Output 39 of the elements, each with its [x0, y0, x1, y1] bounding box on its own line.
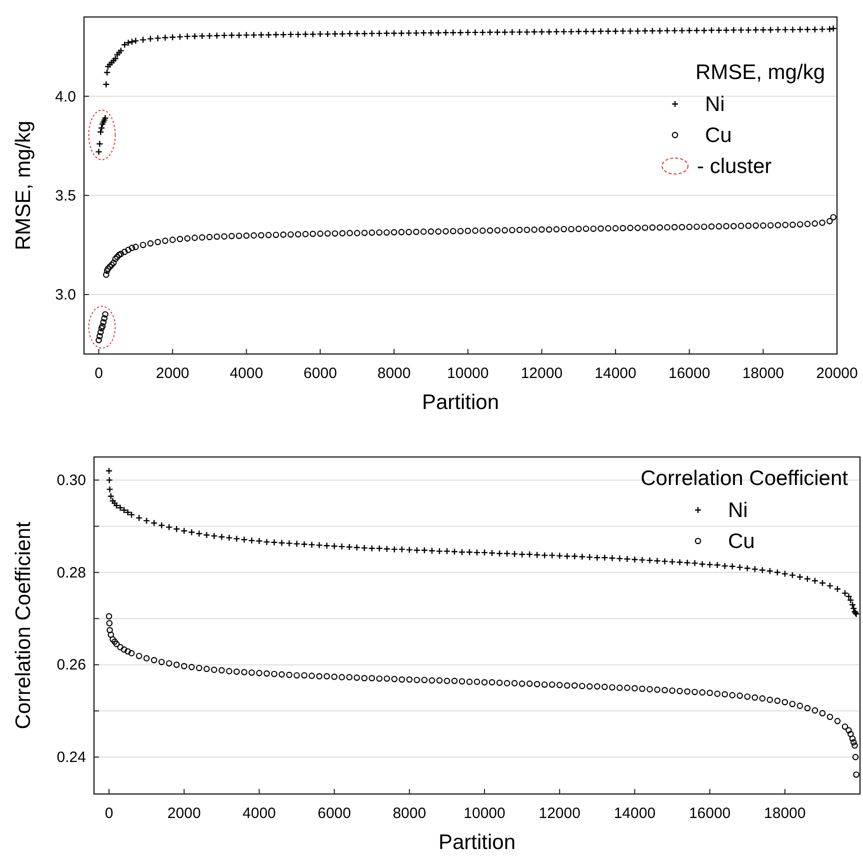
x-tick-label: 18000 — [764, 805, 806, 822]
legend-label: Ni — [705, 93, 725, 116]
x-tick-label: 10000 — [464, 805, 506, 822]
y-tick-label: 0.28 — [56, 564, 86, 582]
x-tick-label: 18000 — [742, 365, 784, 382]
y-axis-title: Correlation Coefficient — [12, 522, 35, 730]
legend-label: Cu — [705, 124, 732, 147]
x-axis-title: Partition — [422, 391, 500, 414]
x-tick-label: 20000 — [816, 365, 858, 382]
y-tick-label: 0.30 — [56, 472, 86, 490]
x-tick-label: 8000 — [392, 805, 426, 822]
x-tick-label: 12000 — [520, 365, 563, 382]
x-tick-label: 14000 — [614, 805, 656, 822]
annotation: - cluster — [697, 155, 772, 178]
x-tick-label: 10000 — [447, 365, 489, 382]
y-tick-label: 3.0 — [55, 286, 76, 304]
x-tick-label: 12000 — [538, 805, 580, 822]
y-tick-label: 4.0 — [55, 88, 76, 106]
y-tick-label: 0.24 — [56, 749, 86, 766]
x-tick-label: 2000 — [156, 365, 190, 382]
x-tick-label: 8000 — [377, 365, 411, 382]
x-tick-label: 16000 — [688, 805, 731, 822]
y-tick-label: 0.26 — [56, 656, 86, 674]
x-tick-label: 0 — [104, 805, 114, 822]
x-tick-label: 2000 — [167, 805, 201, 822]
y-axis-title: RMSE, mg/kg — [12, 120, 35, 250]
x-tick-label: 4000 — [242, 805, 276, 822]
x-tick-label: 0 — [94, 365, 103, 382]
legend-title: RMSE, mg/kg — [695, 61, 825, 84]
legend-label: Ni — [728, 499, 748, 522]
legend-title: Correlation Coefficient — [640, 467, 848, 490]
x-tick-label: 16000 — [668, 365, 710, 382]
x-tick-label: 6000 — [318, 805, 351, 822]
x-tick-label: 4000 — [230, 365, 264, 382]
x-axis-title: Partition — [438, 831, 516, 854]
x-tick-label: 6000 — [304, 365, 337, 382]
y-tick-label: 3.5 — [55, 187, 76, 204]
x-tick-label: 14000 — [594, 365, 636, 382]
legend-label: Cu — [728, 530, 755, 553]
